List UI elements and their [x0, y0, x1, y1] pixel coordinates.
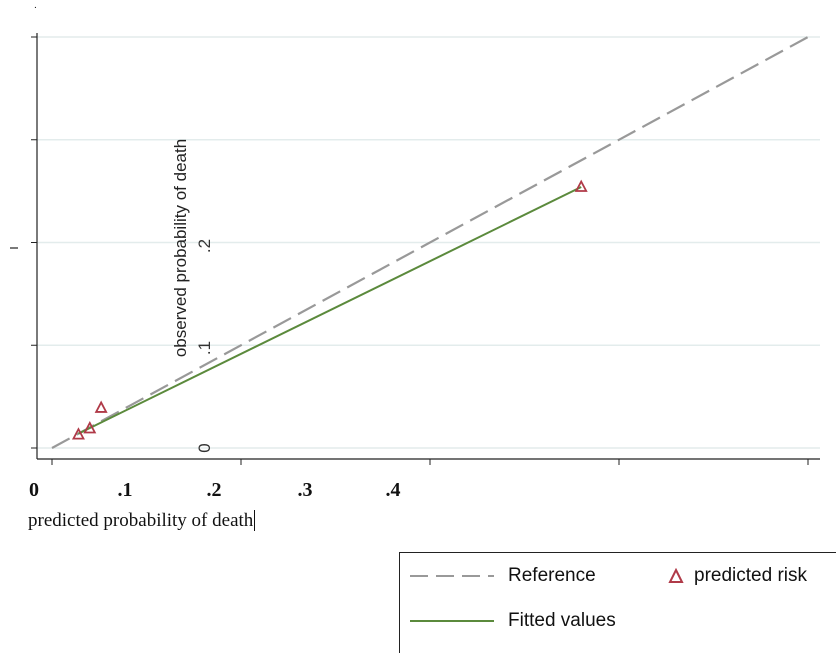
x-tick-label-4: .4 [386, 479, 401, 500]
x-tick-label-2: .2 [207, 479, 222, 500]
legend-swatch-triangle [668, 568, 684, 583]
predicted-risk-marker-1 [83, 421, 97, 434]
legend-item-predicted-risk: predicted risk [668, 565, 807, 587]
legend-swatch-solid-line [410, 620, 494, 622]
legend-label-fitted-values: Fitted values [508, 610, 616, 631]
x-axis-title: predicted probability of death [28, 510, 256, 531]
legend: Reference predicted risk Fitted values [399, 552, 836, 653]
series-line-1 [78, 186, 582, 435]
stray-dot-mark: . [34, 0, 37, 11]
y-axis-title: observed probability of death [171, 139, 190, 357]
calibration-plot: 0 .1 .2 0 .1 .2 .3 .4 observed probability of … [10, 33, 820, 500]
series-line-0 [51, 36, 809, 449]
x-tick-label-3: .3 [298, 479, 313, 500]
gridlines [37, 36, 820, 449]
y-tick-label-2: .2 [195, 239, 214, 253]
y-tick-label-0: 0 [195, 443, 214, 452]
legend-label-predicted-risk: predicted risk [694, 565, 807, 586]
axes [10, 33, 820, 465]
x-tick-label-0: 0 [29, 479, 39, 500]
y-tick-label-1: .1 [195, 341, 214, 355]
series [51, 36, 809, 449]
legend-item-reference: Reference [410, 565, 596, 587]
predicted-risk-marker-0 [71, 427, 85, 440]
predicted-risk-marker-3 [574, 179, 588, 192]
legend-swatch-dashed-line [410, 575, 494, 577]
legend-label-reference: Reference [508, 565, 596, 586]
y-tick-labels: 0 .1 .2 [195, 239, 214, 453]
legend-item-fitted-values: Fitted values [410, 610, 616, 632]
x-tick-label-1: .1 [118, 479, 133, 500]
predicted-risk-marker-2 [94, 400, 108, 413]
x-tick-labels: 0 .1 .2 .3 .4 [29, 479, 401, 500]
